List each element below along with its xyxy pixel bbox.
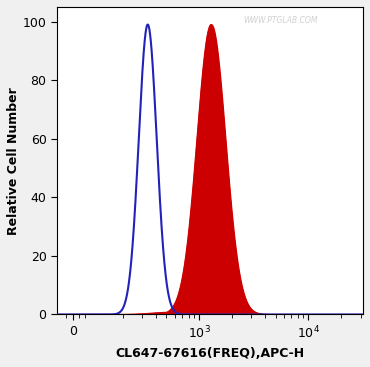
Text: WWW.PTGLAB.COM: WWW.PTGLAB.COM — [243, 16, 318, 25]
X-axis label: CL647-67616(FREQ),APC-H: CL647-67616(FREQ),APC-H — [115, 347, 305, 360]
Y-axis label: Relative Cell Number: Relative Cell Number — [7, 87, 20, 235]
